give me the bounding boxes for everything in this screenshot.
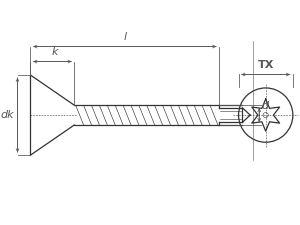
Text: TX: TX — [257, 60, 274, 70]
Text: l: l — [123, 32, 126, 42]
Text: d: d — [262, 101, 269, 111]
Text: dk: dk — [0, 110, 14, 120]
Text: k: k — [52, 47, 58, 57]
